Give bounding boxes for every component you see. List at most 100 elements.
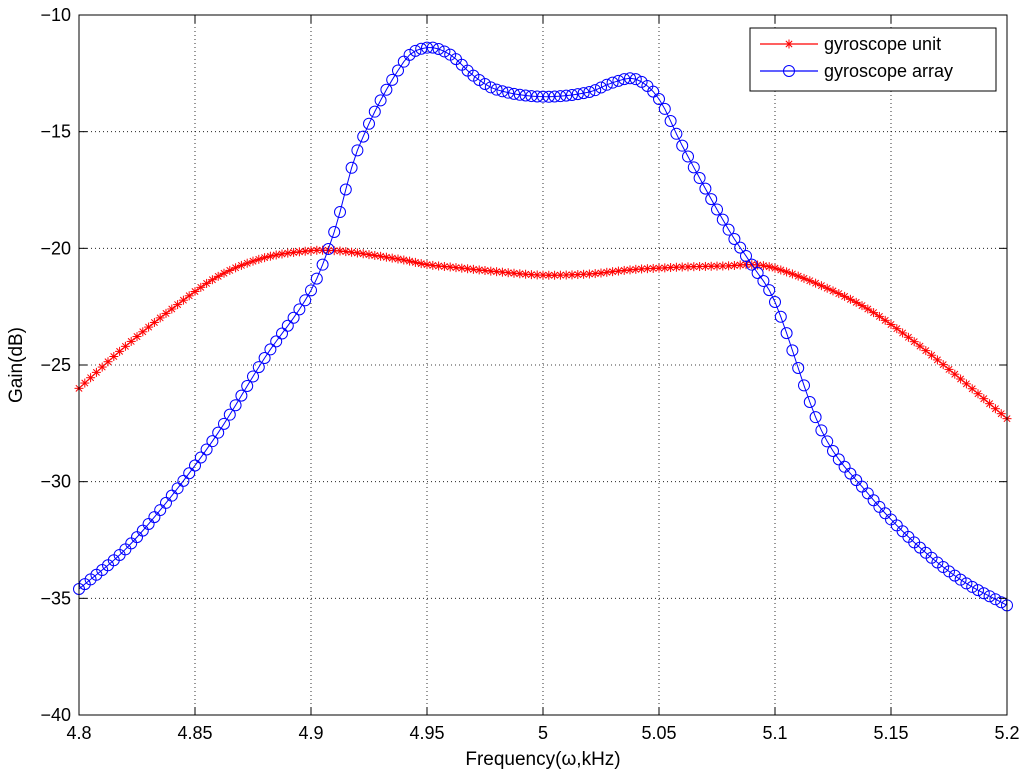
data-point xyxy=(426,41,439,54)
data-point xyxy=(287,311,300,324)
legend-marker-gyroscope-array xyxy=(783,65,795,77)
x-tick-label: 4.95 xyxy=(409,723,444,743)
data-point xyxy=(763,284,776,297)
data-point xyxy=(932,355,942,365)
data-point xyxy=(352,248,362,258)
data-point xyxy=(445,262,455,272)
data-point xyxy=(687,161,700,174)
data-point xyxy=(265,251,275,261)
data-point xyxy=(602,267,612,277)
data-point xyxy=(618,73,631,86)
data-point xyxy=(335,246,345,256)
data-point xyxy=(596,268,606,278)
data-point xyxy=(374,94,387,107)
data-point xyxy=(432,42,445,55)
data-point xyxy=(351,144,364,157)
data-point xyxy=(376,251,386,261)
x-tick-label: 4.85 xyxy=(177,723,212,743)
data-point xyxy=(194,451,207,464)
data-point xyxy=(486,266,496,276)
data-point xyxy=(322,242,335,255)
data-point xyxy=(171,482,184,495)
data-point xyxy=(786,344,799,357)
data-point xyxy=(196,282,206,292)
data-point xyxy=(950,369,960,379)
data-point xyxy=(334,206,346,219)
data-point xyxy=(521,269,531,279)
data-point xyxy=(248,256,258,266)
data-point xyxy=(764,262,774,272)
data-point xyxy=(954,573,967,586)
data-point xyxy=(915,341,925,351)
y-tick-label: −25 xyxy=(40,355,71,375)
legend-label-gyroscope-unit: gyroscope unit xyxy=(824,34,941,54)
data-point xyxy=(421,41,433,54)
y-tick-label: −35 xyxy=(40,588,71,608)
data-point xyxy=(809,411,822,424)
data-point xyxy=(938,360,948,370)
data-point xyxy=(571,88,584,101)
data-point xyxy=(258,352,271,364)
data-point xyxy=(277,249,287,259)
data-point xyxy=(780,327,793,340)
data-point xyxy=(206,435,219,448)
data-point xyxy=(299,294,312,307)
data-point xyxy=(770,263,780,273)
data-point xyxy=(658,102,671,115)
legend-marker-gyroscope-unit xyxy=(784,39,794,49)
y-tick-label: −15 xyxy=(40,122,71,142)
data-point xyxy=(154,504,167,517)
data-point xyxy=(560,89,573,102)
data-point xyxy=(996,409,1006,419)
data-point xyxy=(961,379,971,389)
data-point xyxy=(120,341,130,351)
data-point xyxy=(160,496,172,509)
data-point xyxy=(502,86,515,99)
x-tick-label: 5 xyxy=(538,723,548,743)
data-point xyxy=(439,261,449,271)
data-point xyxy=(132,332,142,342)
legend-marker-symbol xyxy=(783,65,795,77)
y-tick-label: −10 xyxy=(40,5,71,25)
legend-marker-symbol xyxy=(784,39,794,49)
data-point xyxy=(115,346,125,356)
data-point xyxy=(415,42,428,55)
data-point xyxy=(503,268,513,278)
y-tick-label: −30 xyxy=(40,472,71,492)
data-point xyxy=(606,76,619,89)
data-point xyxy=(542,90,555,103)
data-point xyxy=(276,327,288,340)
data-point xyxy=(386,73,399,86)
data-point xyxy=(218,417,230,430)
data-point xyxy=(803,396,816,409)
data-point xyxy=(126,336,136,346)
data-point xyxy=(173,300,183,310)
data-point xyxy=(600,78,613,91)
data-point xyxy=(734,241,747,254)
data-point xyxy=(722,223,735,236)
data-point xyxy=(774,310,787,323)
data-point xyxy=(223,408,236,421)
data-point xyxy=(613,266,623,276)
data-point xyxy=(358,249,368,259)
data-point xyxy=(347,247,357,257)
ticks xyxy=(78,14,1008,716)
data-point xyxy=(531,90,544,103)
data-point xyxy=(892,324,902,334)
data-point xyxy=(293,303,306,316)
data-point xyxy=(97,362,107,372)
data-point xyxy=(103,357,113,367)
data-point xyxy=(254,254,264,264)
data-point xyxy=(751,266,764,279)
data-point xyxy=(509,268,519,278)
data-point xyxy=(712,261,722,271)
data-point xyxy=(289,247,299,257)
data-point xyxy=(967,384,977,394)
data-point xyxy=(886,319,896,329)
data-point xyxy=(624,72,636,85)
data-point xyxy=(927,350,937,360)
x-tick-label: 4.8 xyxy=(66,723,91,743)
data-point xyxy=(496,85,509,98)
data-point xyxy=(832,453,845,466)
